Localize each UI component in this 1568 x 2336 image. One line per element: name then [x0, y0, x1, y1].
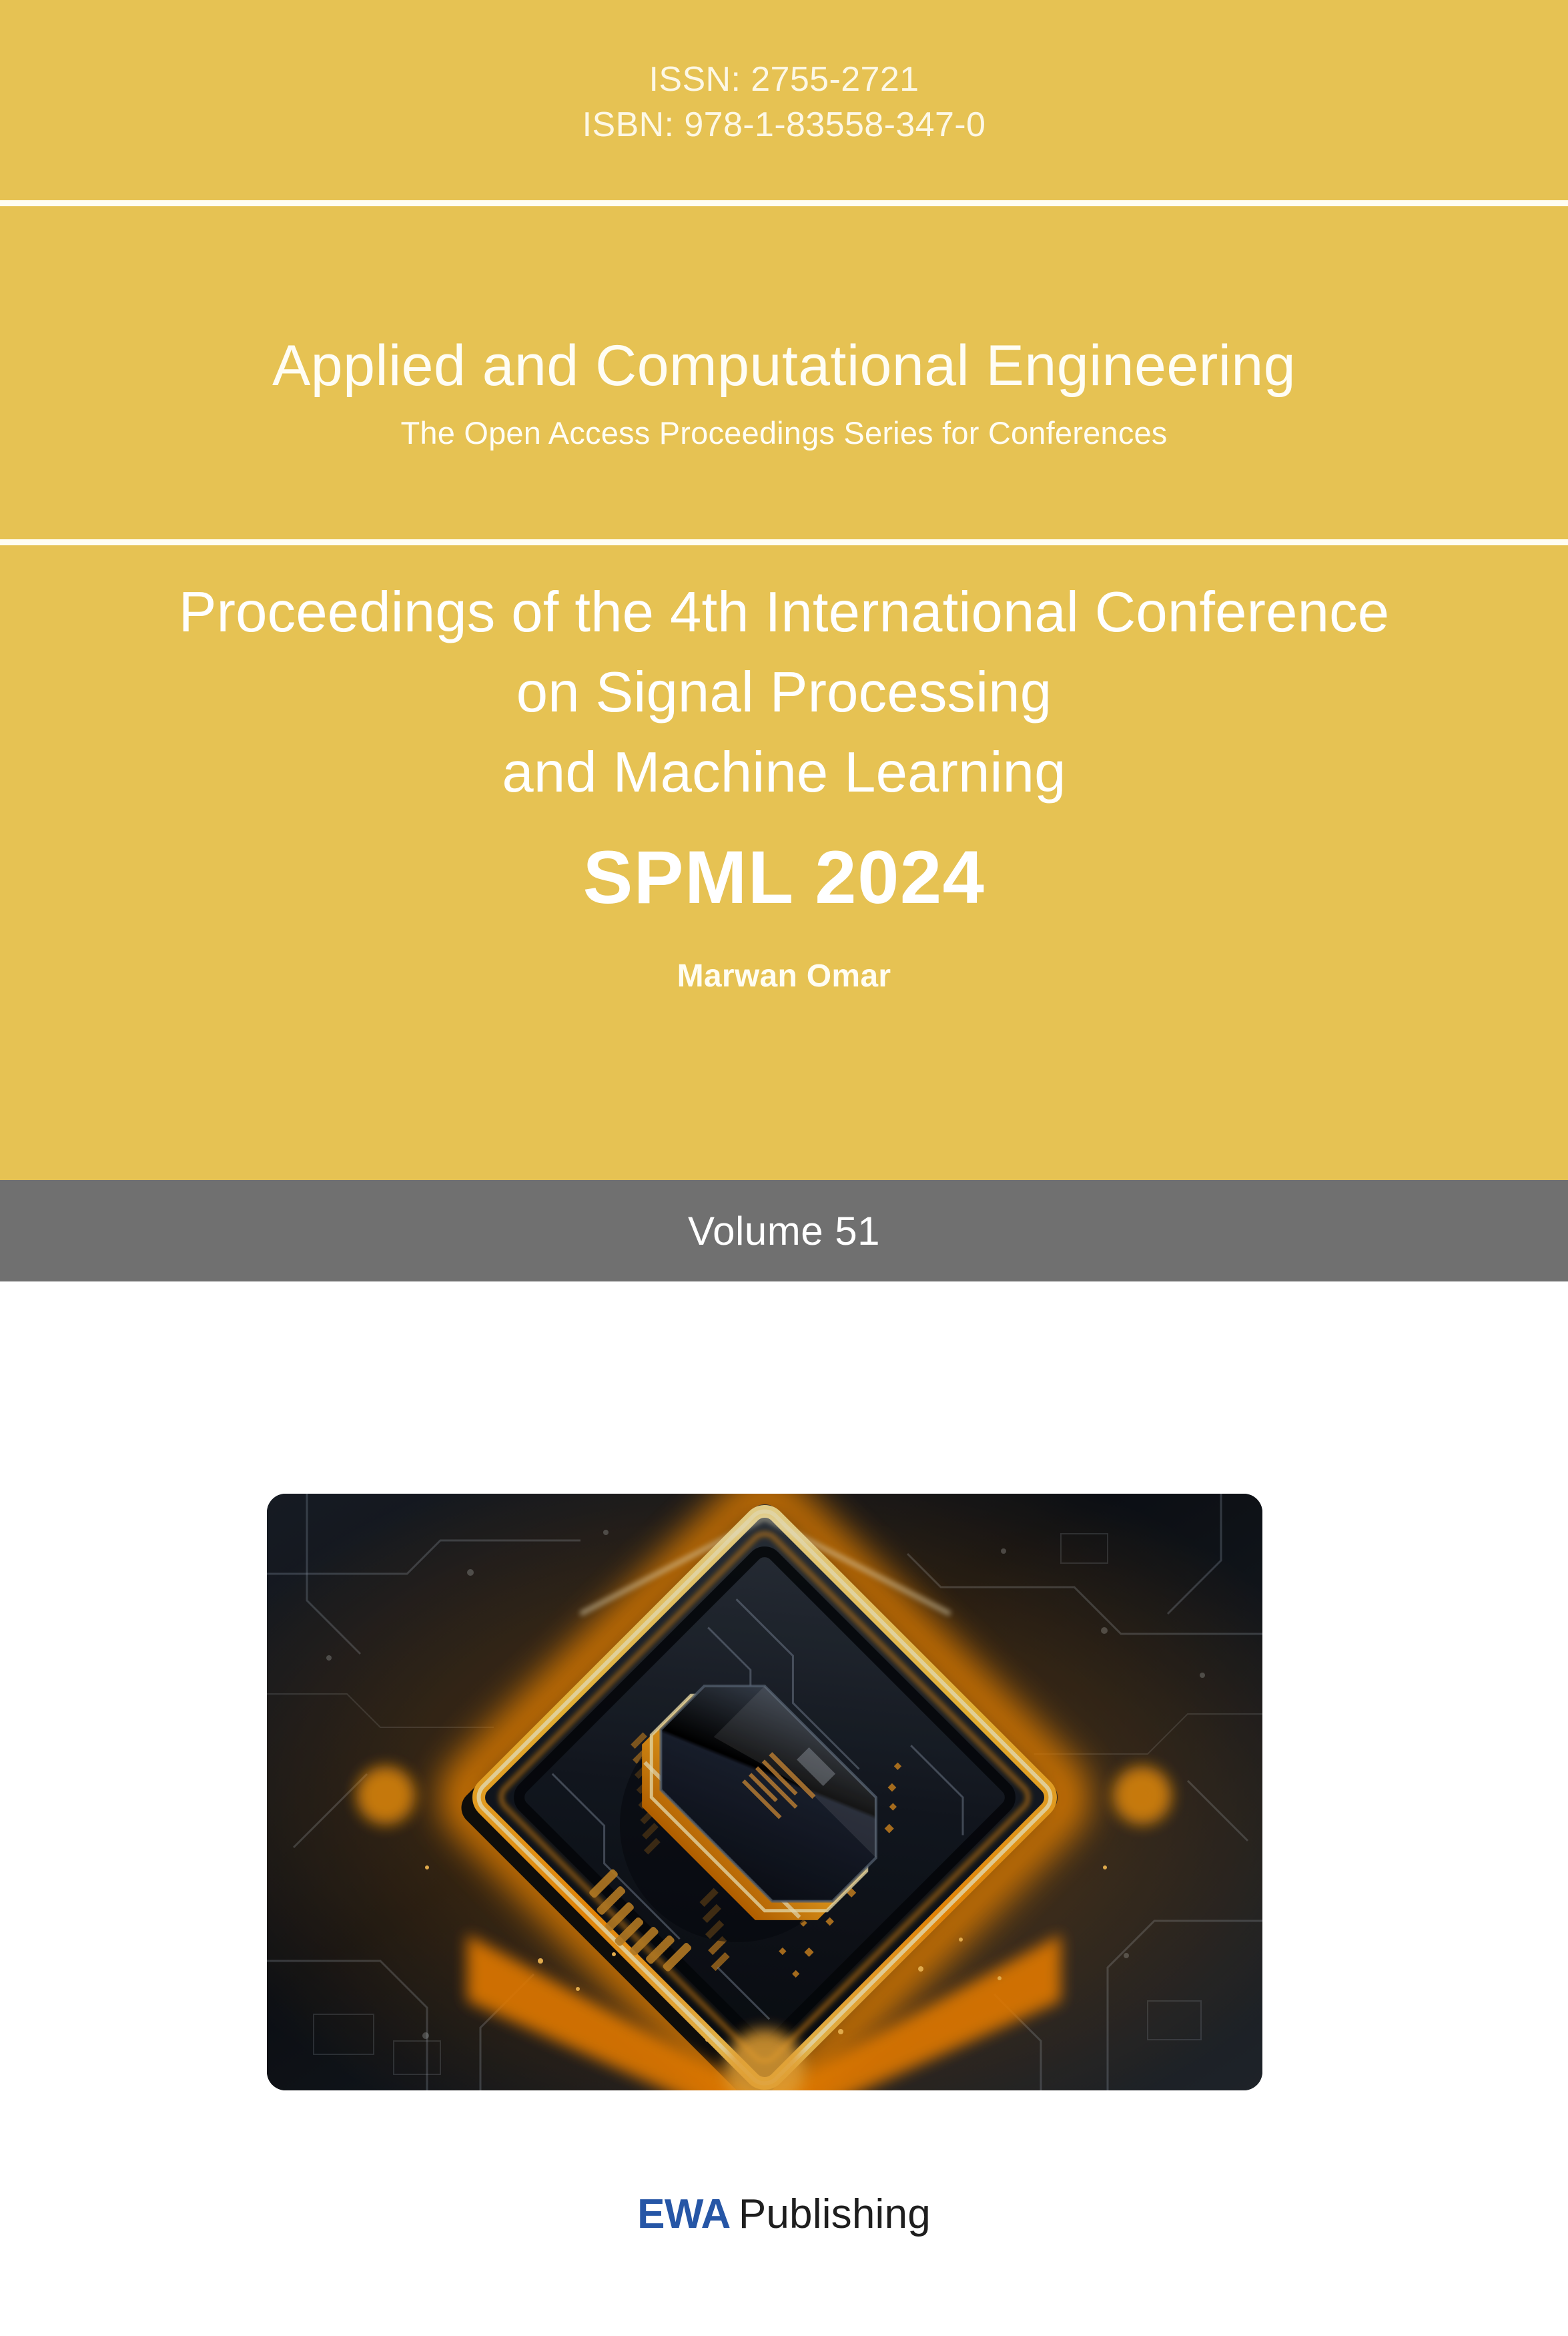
masthead-gold-panel: ISSN: 2755-2721 ISBN: 978-1-83558-347-0 …: [0, 0, 1568, 1180]
editor-name: Marwan Omar: [677, 958, 891, 994]
isbn-text: ISBN: 978-1-83558-347-0: [582, 105, 986, 144]
volume-label: Volume 51: [687, 1208, 881, 1253]
series-title: Applied and Computational Engineering: [272, 334, 1296, 398]
proceedings-block: Proceedings of the 4th International Con…: [0, 573, 1568, 994]
publisher-name: Publishing: [738, 2191, 931, 2237]
proceedings-title-line-3: and Machine Learning: [502, 740, 1066, 804]
issn-text: ISSN: 2755-2721: [649, 60, 919, 99]
identifier-block: ISSN: 2755-2721 ISBN: 978-1-83558-347-0: [0, 57, 1568, 148]
divider-top: [0, 200, 1568, 206]
cover-artwork-cpu-chip: [267, 1494, 1262, 2090]
volume-bar: Volume 51: [0, 1180, 1568, 1281]
divider-bottom: [0, 539, 1568, 545]
publisher-logo: EWA Publishing: [0, 2191, 1568, 2238]
series-block: Applied and Computational Engineering Th…: [0, 337, 1568, 451]
publisher-brand-mark: EWA: [637, 2191, 731, 2237]
cpu-chip-illustration: [267, 1494, 1262, 2090]
conference-acronym: SPML 2024: [582, 835, 986, 919]
series-subtitle: The Open Access Proceedings Series for C…: [400, 415, 1168, 451]
proceedings-title-line-2: on Signal Processing: [516, 660, 1052, 724]
proceedings-title-line-1: Proceedings of the 4th International Con…: [178, 581, 1390, 644]
